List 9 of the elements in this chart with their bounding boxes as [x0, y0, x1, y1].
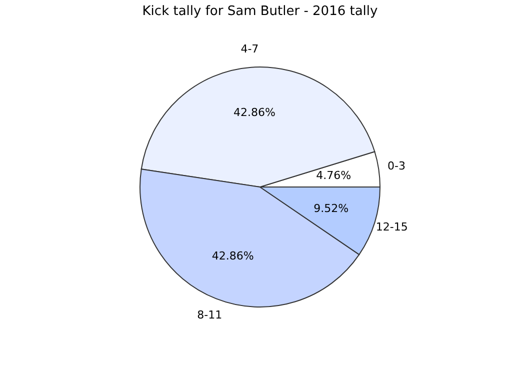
slice-label: 0-3 [387, 159, 406, 172]
data-label: 42.86% [212, 249, 254, 262]
data-label: 42.86% [233, 106, 276, 119]
chart-title: Kick tally for Sam Butler - 2016 tally [142, 4, 378, 19]
slice-label: 4-7 [240, 42, 259, 56]
data-label: 4.76% [316, 168, 352, 182]
slice-label: 8-11 [197, 308, 222, 322]
data-label: 9.52% [314, 202, 349, 215]
slice-label: 12-15 [376, 220, 408, 234]
